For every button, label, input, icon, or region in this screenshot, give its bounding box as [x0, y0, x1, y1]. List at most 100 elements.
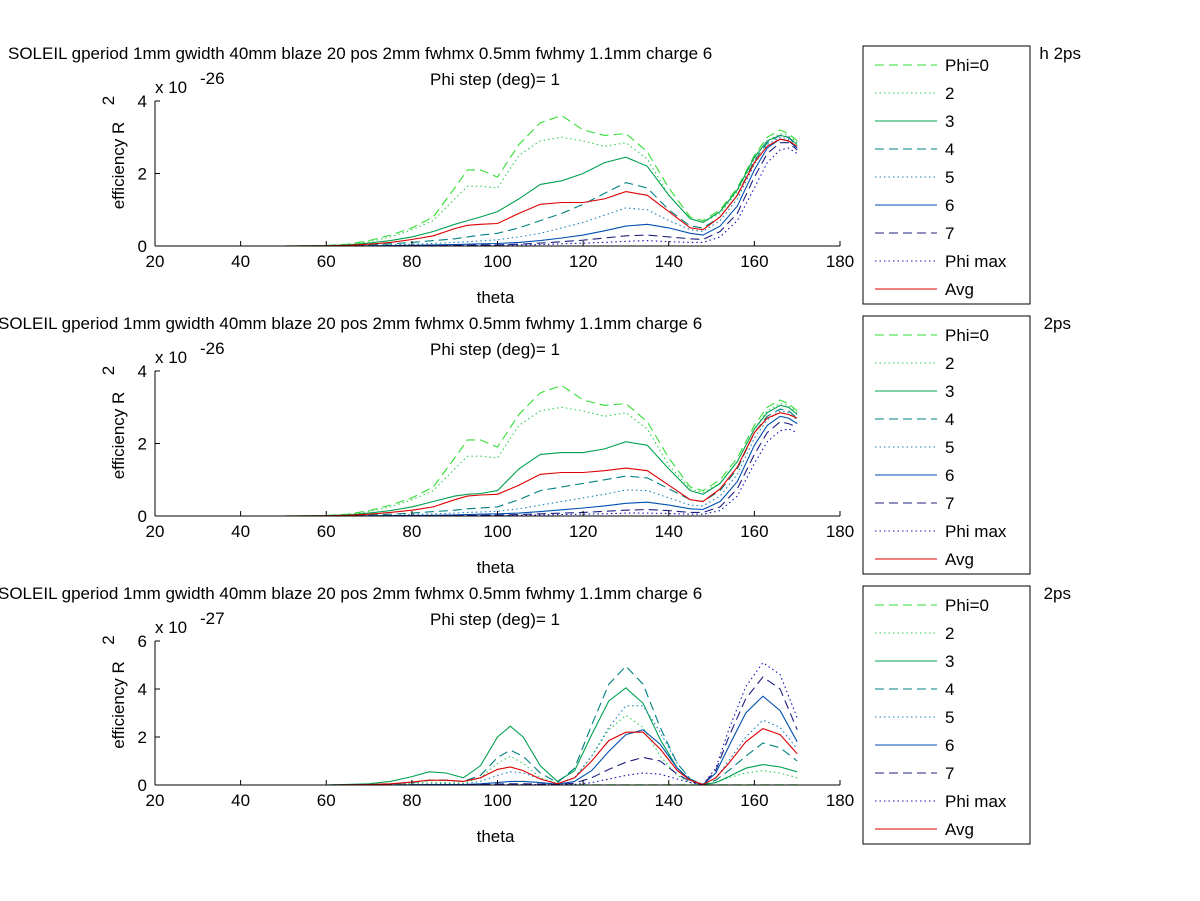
series-line-5	[214, 410, 798, 517]
series-group	[214, 114, 798, 247]
legend-label: 5	[945, 708, 954, 727]
legend-label: Phi max	[945, 522, 1007, 541]
y-axis-label: efficiency R	[109, 392, 128, 480]
series-line-1	[214, 384, 798, 517]
legend-label: 7	[945, 224, 954, 243]
legend-label: 7	[945, 764, 954, 783]
y-axis-label: efficiency R	[109, 661, 128, 749]
series-line-2	[214, 133, 798, 247]
chart-panel-3: SOLEIL gperiod 1mm gwidth 40mm blaze 20 …	[0, 584, 1071, 846]
legend-label: Avg	[945, 550, 974, 569]
chart-title-suffix: 2ps	[1044, 314, 1071, 333]
legend-label: Phi=0	[945, 596, 989, 615]
series-line-7	[214, 142, 798, 247]
y-tick-label: 0	[138, 237, 147, 256]
y-multiplier: x 10	[155, 348, 187, 367]
chart-title: SOLEIL gperiod 1mm gwidth 40mm blaze 20 …	[0, 314, 702, 333]
legend-label: Phi=0	[945, 56, 989, 75]
x-tick-label: 20	[146, 252, 165, 271]
x-tick-label: 160	[740, 252, 768, 271]
y-tick-label: 0	[138, 776, 147, 795]
series-line-5	[214, 705, 798, 786]
x-tick-label: 140	[655, 522, 683, 541]
x-tick-label: 100	[483, 252, 511, 271]
series-line-2	[214, 403, 798, 517]
y-tick-label: 4	[138, 92, 147, 111]
x-axis-label: theta	[477, 558, 515, 577]
legend-label: 2	[945, 84, 954, 103]
legend: Phi=0 2 3 4 5 6 7 Phi max Avg	[862, 45, 1031, 305]
y-axis-label-exponent: 2	[99, 366, 118, 375]
x-tick-label: 100	[483, 791, 511, 810]
y-tick-label: 6	[138, 632, 147, 651]
series-line-3	[214, 404, 798, 517]
y-tick-label: 4	[138, 362, 147, 381]
x-tick-label: 60	[317, 791, 336, 810]
legend-label: 5	[945, 438, 954, 457]
chart-title: SOLEIL gperiod 1mm gwidth 40mm blaze 20 …	[8, 44, 712, 63]
legend-box	[862, 45, 1031, 305]
series-line-4	[214, 408, 798, 517]
x-tick-label: 180	[826, 522, 854, 541]
series-line-9	[214, 727, 798, 786]
legend-label: 4	[945, 140, 954, 159]
series-line-1	[214, 114, 798, 247]
y-tick-label: 2	[138, 728, 147, 747]
legend-box	[862, 315, 1031, 575]
chart-panel-1: SOLEIL gperiod 1mm gwidth 40mm blaze 20 …	[8, 44, 1081, 307]
y-tick-label: 4	[138, 680, 147, 699]
series-line-3	[214, 134, 798, 247]
series-line-5	[214, 136, 798, 247]
chart-title: SOLEIL gperiod 1mm gwidth 40mm blaze 20 …	[0, 584, 702, 603]
series-line-9	[214, 412, 798, 517]
x-tick-label: 40	[231, 791, 250, 810]
series-line-9	[214, 138, 798, 247]
x-tick-label: 120	[569, 522, 597, 541]
chart-subtitle: Phi step (deg)= 1	[430, 610, 560, 629]
legend-label: Phi=0	[945, 326, 989, 345]
series-line-6	[214, 695, 798, 786]
legend: Phi=0 2 3 4 5 6 7 Phi max Avg	[862, 585, 1031, 845]
series-line-7	[214, 676, 798, 786]
legend-label: 3	[945, 652, 954, 671]
series-line-8	[214, 661, 798, 786]
series-line-4	[214, 134, 798, 247]
y-multiplier-exponent: -26	[200, 339, 225, 358]
x-tick-label: 160	[740, 791, 768, 810]
x-tick-label: 80	[402, 252, 421, 271]
chart-panel-2: SOLEIL gperiod 1mm gwidth 40mm blaze 20 …	[0, 314, 1071, 577]
legend-label: 3	[945, 112, 954, 131]
x-tick-label: 120	[569, 252, 597, 271]
y-tick-label: 0	[138, 507, 147, 526]
x-tick-label: 20	[146, 522, 165, 541]
chart-subtitle: Phi step (deg)= 1	[430, 340, 560, 359]
x-tick-label: 140	[655, 252, 683, 271]
legend-label: 4	[945, 680, 954, 699]
y-axis-label-exponent: 2	[99, 635, 118, 644]
x-tick-label: 80	[402, 791, 421, 810]
series-line-2	[214, 714, 798, 786]
y-axis-label-exponent: 2	[99, 96, 118, 105]
x-axis-label: theta	[477, 288, 515, 307]
x-tick-label: 60	[317, 522, 336, 541]
series-group	[214, 384, 798, 517]
series-line-8	[214, 428, 798, 517]
chart-subtitle: Phi step (deg)= 1	[430, 70, 560, 89]
legend-label: Phi max	[945, 792, 1007, 811]
legend: Phi=0 2 3 4 5 6 7 Phi max Avg	[862, 315, 1031, 575]
y-multiplier-exponent: -27	[200, 609, 225, 628]
series-line-3	[214, 687, 798, 786]
series-line-8	[214, 147, 798, 247]
legend-label: 3	[945, 382, 954, 401]
y-tick-label: 2	[138, 165, 147, 184]
x-tick-label: 80	[402, 522, 421, 541]
y-multiplier-exponent: -26	[200, 69, 225, 88]
x-tick-label: 100	[483, 522, 511, 541]
series-group	[214, 661, 798, 786]
y-axis-label: efficiency R	[109, 122, 128, 210]
x-tick-label: 120	[569, 791, 597, 810]
chart-title-suffix: 2ps	[1044, 584, 1071, 603]
legend-label: 2	[945, 354, 954, 373]
legend-label: 2	[945, 624, 954, 643]
